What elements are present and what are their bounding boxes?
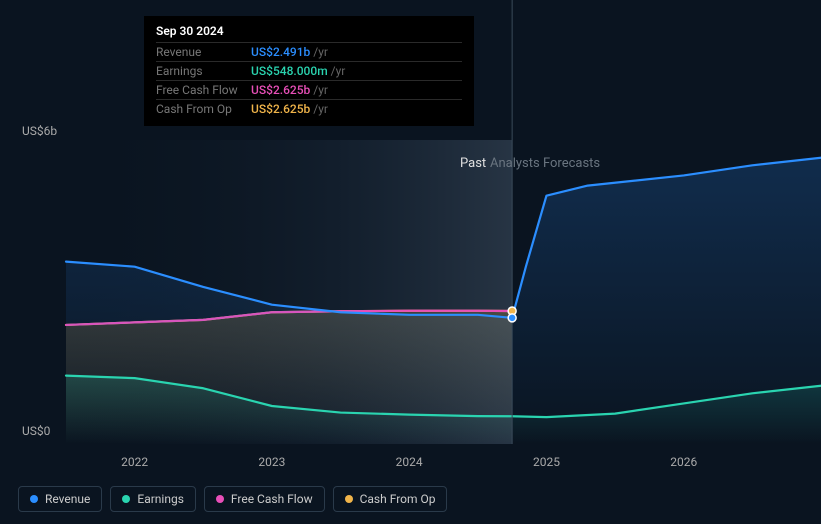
tooltip-row-label: Cash From Op: [156, 102, 251, 116]
tooltip-row-value: US$2.625b: [251, 102, 310, 116]
tooltip-row-label: Revenue: [156, 45, 251, 59]
tooltip-row-unit: /yr: [313, 83, 328, 97]
tooltip-row: EarningsUS$548.000m/yr: [156, 61, 462, 80]
legend-label: Cash From Op: [360, 492, 436, 506]
tooltip-row: Cash From OpUS$2.625b/yr: [156, 99, 462, 118]
legend-item-cash_from_op[interactable]: Cash From Op: [333, 486, 448, 512]
legend-dot-icon: [30, 495, 38, 503]
legend-label: Revenue: [45, 492, 90, 506]
legend-dot-icon: [345, 495, 353, 503]
tooltip: Sep 30 2024 RevenueUS$2.491b/yrEarningsU…: [144, 16, 474, 126]
tooltip-row-value: US$2.491b: [251, 45, 310, 59]
legend-item-earnings[interactable]: Earnings: [110, 486, 196, 512]
tooltip-row: Free Cash FlowUS$2.625b/yr: [156, 80, 462, 99]
tooltip-row-unit: /yr: [313, 102, 328, 116]
legend-dot-icon: [216, 495, 224, 503]
period-label-past: Past: [460, 156, 486, 171]
tooltip-row-unit: /yr: [313, 45, 328, 59]
y-axis-label: US$6b: [22, 124, 57, 138]
legend-item-free_cash_flow[interactable]: Free Cash Flow: [204, 486, 325, 512]
x-axis-label: 2026: [670, 455, 697, 469]
tooltip-date: Sep 30 2024: [156, 24, 462, 38]
tooltip-row-label: Free Cash Flow: [156, 83, 251, 97]
tooltip-row-value: US$548.000m: [251, 64, 328, 78]
x-axis-label: 2024: [396, 455, 423, 469]
tooltip-row-label: Earnings: [156, 64, 251, 78]
tooltip-row: RevenueUS$2.491b/yr: [156, 42, 462, 61]
period-label-forecast: Analysts Forecasts: [490, 156, 600, 171]
tooltip-row-unit: /yr: [331, 64, 346, 78]
legend-label: Free Cash Flow: [231, 492, 313, 506]
legend-label: Earnings: [137, 492, 184, 506]
marker-revenue: [508, 314, 516, 322]
y-axis-label: US$0: [22, 424, 50, 438]
legend-item-revenue[interactable]: Revenue: [18, 486, 102, 512]
legend: Revenue Earnings Free Cash Flow Cash From O…: [18, 486, 447, 512]
x-axis-label: 2023: [258, 455, 285, 469]
tooltip-row-value: US$2.625b: [251, 83, 310, 97]
legend-dot-icon: [122, 495, 130, 503]
x-axis-label: 2022: [121, 455, 148, 469]
x-axis-label: 2025: [533, 455, 560, 469]
